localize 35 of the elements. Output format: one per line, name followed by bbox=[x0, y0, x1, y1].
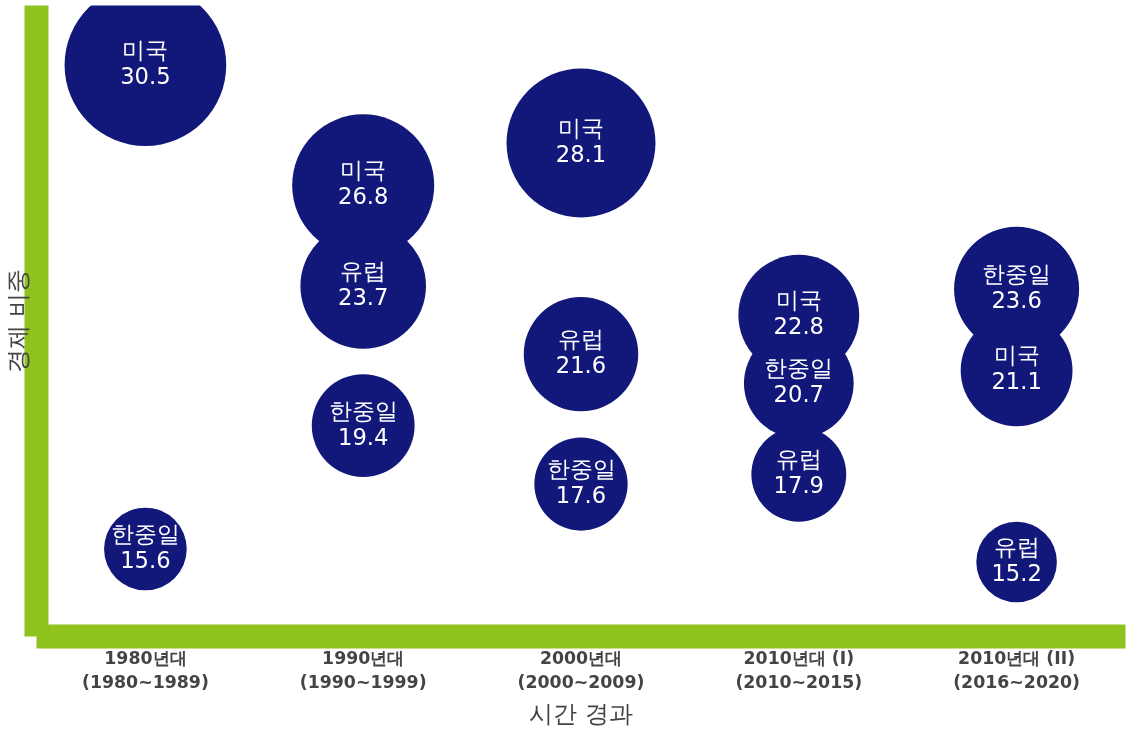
data-label: 19.4 bbox=[337, 423, 389, 450]
data-label: 28.1 bbox=[555, 141, 607, 168]
text: 미국 bbox=[558, 115, 604, 142]
category-label: 1990년대 (1990~1999) bbox=[299, 647, 427, 692]
data-label: 20.7 bbox=[773, 381, 825, 408]
text: 한중일 bbox=[764, 355, 834, 382]
data-label: 21.1 bbox=[991, 368, 1042, 395]
text: 한중일 bbox=[110, 520, 180, 547]
data-label: 23.6 bbox=[991, 287, 1042, 314]
category-label: 2000년대 (2000~2009) bbox=[517, 647, 645, 692]
data-label: 17.6 bbox=[555, 482, 607, 509]
category-label: 2010년대 (II) (2016~2020) bbox=[953, 647, 1081, 692]
text: 미국 bbox=[122, 37, 169, 64]
series-label: 미국 bbox=[993, 342, 1040, 369]
data-label: 15.6 bbox=[120, 546, 171, 573]
data-label: 30.5 bbox=[120, 63, 171, 90]
data-label: 23.7 bbox=[337, 283, 389, 310]
text: 한중일 bbox=[328, 397, 398, 424]
category-label: 2010년대 (I) (2010~2015) bbox=[735, 647, 863, 692]
series-label: 한중일 bbox=[546, 456, 616, 483]
series-label: 유럽 bbox=[993, 533, 1040, 560]
data-label: 17.9 bbox=[773, 472, 825, 499]
data-label: 22.8 bbox=[773, 313, 825, 340]
data-label: 21.6 bbox=[555, 352, 607, 379]
text: 시간 경과 bbox=[529, 699, 633, 728]
text: 유럽 bbox=[340, 257, 387, 284]
text: 미국 bbox=[775, 287, 822, 314]
text: 유럽 bbox=[775, 446, 822, 473]
data-label: 15.2 bbox=[991, 559, 1042, 586]
category-label: 1980년대 (1980~1989) bbox=[81, 647, 209, 692]
data-label: 26.8 bbox=[337, 183, 389, 210]
text: 경제 비중 bbox=[3, 269, 32, 373]
text: 한중일 bbox=[982, 261, 1052, 288]
text: 미국 bbox=[340, 157, 387, 184]
text: 유럽 bbox=[558, 326, 604, 353]
